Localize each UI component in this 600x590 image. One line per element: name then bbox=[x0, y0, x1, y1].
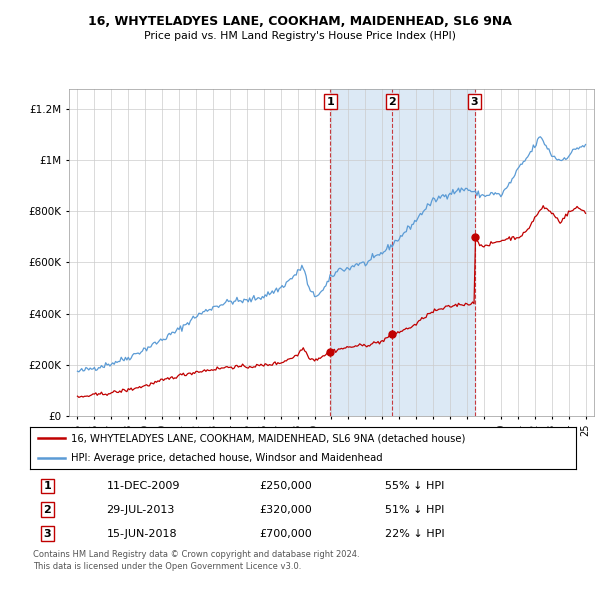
Text: Price paid vs. HM Land Registry's House Price Index (HPI): Price paid vs. HM Land Registry's House … bbox=[144, 31, 456, 41]
Text: 1: 1 bbox=[326, 97, 334, 107]
Text: 3: 3 bbox=[44, 529, 51, 539]
Text: 29-JUL-2013: 29-JUL-2013 bbox=[106, 505, 175, 514]
Text: HPI: Average price, detached house, Windsor and Maidenhead: HPI: Average price, detached house, Wind… bbox=[71, 453, 383, 463]
Text: 51% ↓ HPI: 51% ↓ HPI bbox=[385, 505, 444, 514]
Text: £320,000: £320,000 bbox=[259, 505, 312, 514]
Text: 11-DEC-2009: 11-DEC-2009 bbox=[106, 481, 180, 491]
Text: 3: 3 bbox=[471, 97, 478, 107]
Text: This data is licensed under the Open Government Licence v3.0.: This data is licensed under the Open Gov… bbox=[33, 562, 301, 571]
Text: 15-JUN-2018: 15-JUN-2018 bbox=[106, 529, 177, 539]
Text: £700,000: £700,000 bbox=[259, 529, 312, 539]
Text: 55% ↓ HPI: 55% ↓ HPI bbox=[385, 481, 444, 491]
Text: £250,000: £250,000 bbox=[259, 481, 312, 491]
Text: 2: 2 bbox=[44, 505, 52, 514]
Bar bbox=[331, 88, 475, 416]
Text: 22% ↓ HPI: 22% ↓ HPI bbox=[385, 529, 445, 539]
Text: 1: 1 bbox=[44, 481, 52, 491]
Text: 16, WHYTELADYES LANE, COOKHAM, MAIDENHEAD, SL6 9NA (detached house): 16, WHYTELADYES LANE, COOKHAM, MAIDENHEA… bbox=[71, 433, 466, 443]
Text: Contains HM Land Registry data © Crown copyright and database right 2024.: Contains HM Land Registry data © Crown c… bbox=[33, 550, 359, 559]
Text: 2: 2 bbox=[388, 97, 396, 107]
Text: 16, WHYTELADYES LANE, COOKHAM, MAIDENHEAD, SL6 9NA: 16, WHYTELADYES LANE, COOKHAM, MAIDENHEA… bbox=[88, 15, 512, 28]
